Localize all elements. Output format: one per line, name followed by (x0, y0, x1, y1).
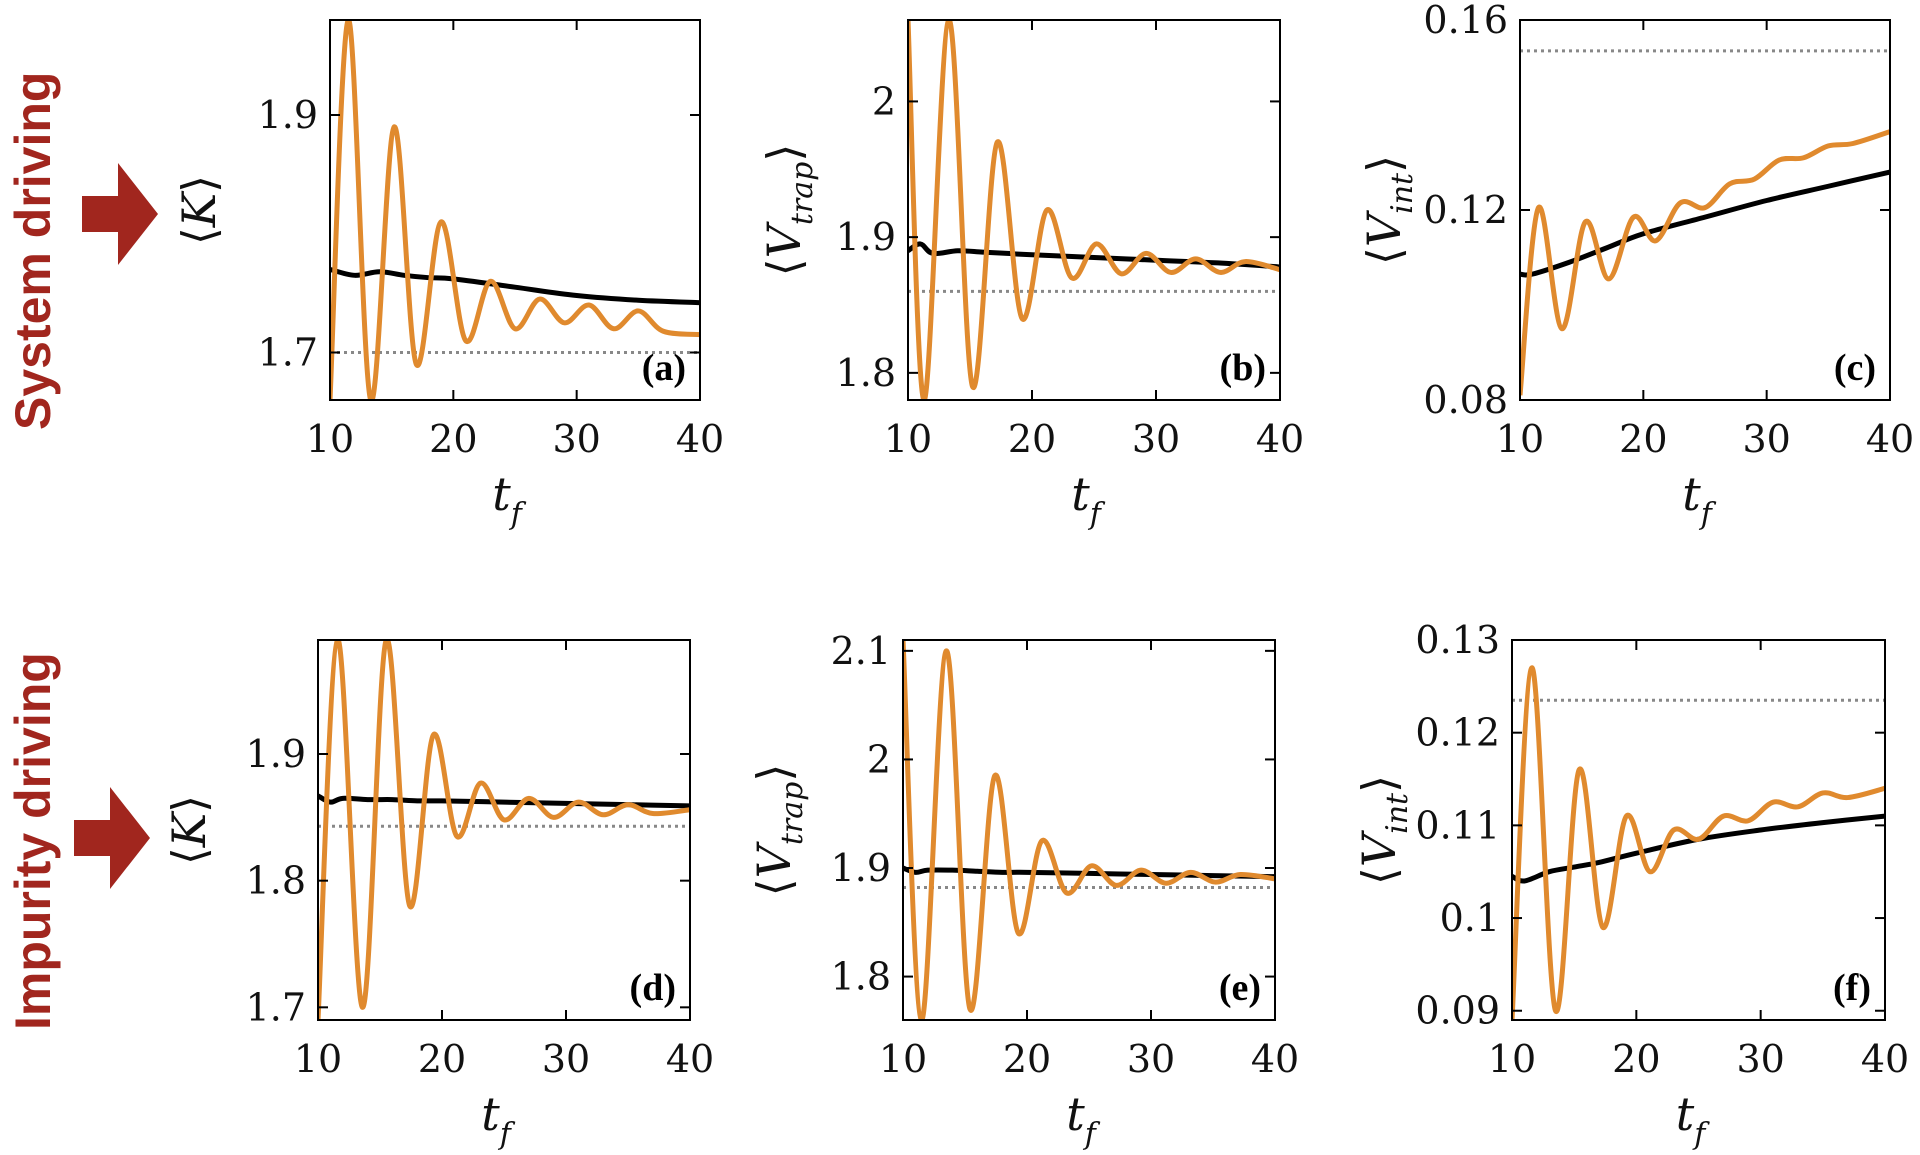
y-axis-label: ⟨Vtrap⟩ (757, 144, 820, 277)
plot-frame (907, 19, 1281, 401)
x-tick-label: 20 (1003, 1037, 1051, 1081)
chart-panel-3: 10 20 30 40 0.08 0.12 0.16 (c) tf ⟨Vint⟩ (1357, 0, 1914, 532)
y-tick-label: 1.8 (831, 955, 891, 999)
plot-frame (329, 19, 701, 401)
series-line-orange (330, 20, 700, 400)
y-tick-label: 1.9 (831, 846, 891, 890)
x-tick-label: 40 (1251, 1037, 1299, 1081)
series-line-orange (318, 640, 690, 1020)
y-tick-label: 1.9 (258, 93, 318, 137)
plot-frame (1511, 639, 1886, 1021)
y-axis-label: ⟨K⟩ (172, 175, 226, 245)
y-tick-label: 0.13 (1415, 618, 1500, 662)
x-tick-label: 10 (1488, 1037, 1536, 1081)
x-tick-label: 30 (1742, 417, 1790, 461)
y-tick-label: 0.16 (1423, 0, 1508, 42)
y-tick-label: 1.7 (258, 331, 318, 375)
x-tick-label: 40 (676, 417, 724, 461)
x-tick-label: 30 (542, 1037, 590, 1081)
y-tick-label: 1.8 (246, 859, 306, 903)
chart-panel-2: 10 20 30 40 1.8 1.9 2 (b) tf ⟨Vtrap⟩ (757, 19, 1304, 532)
x-tick-label: 30 (552, 417, 600, 461)
y-tick-label: 2.1 (831, 629, 891, 673)
y-tick-label: 0.08 (1423, 378, 1508, 422)
y-axis-label: ⟨Vint⟩ (1357, 155, 1420, 265)
panel-label: (c) (1834, 347, 1876, 389)
x-axis-label: tf (1066, 1087, 1101, 1152)
x-tick-label: 10 (306, 417, 354, 461)
series-line-orange (903, 640, 1275, 1020)
x-tick-label: 10 (884, 417, 932, 461)
series-line-black (1520, 169, 1890, 278)
y-tick-label: 1.9 (246, 732, 306, 776)
chart-panel-1: 10 20 30 40 1.7 1.9 (a) tf ⟨K⟩ (172, 19, 724, 532)
arrow-icon-row-2 (74, 787, 150, 889)
y-axis-label: ⟨Vint⟩ (1352, 775, 1415, 885)
x-tick-label: 40 (666, 1037, 714, 1081)
y-tick-label: 1.9 (836, 215, 896, 259)
x-tick-label: 20 (1619, 417, 1667, 461)
y-tick-label: 0.12 (1415, 711, 1500, 755)
x-tick-label: 30 (1736, 1037, 1784, 1081)
panels: 10 20 30 40 1.7 1.9 (a) tf ⟨K⟩ 10 20 30 40 1.8 1.9 2 (b)… (162, 0, 1914, 1152)
chart-panel-5: 10 20 30 40 1.8 1.9 2 2.1 (e) tf ⟨Vtrap⟩ (747, 629, 1299, 1152)
x-tick-label: 40 (1861, 1037, 1909, 1081)
x-axis-label: tf (481, 1087, 516, 1152)
panel-label: (b) (1220, 347, 1266, 389)
y-tick-label: 2 (867, 737, 891, 781)
series-line-orange (1520, 129, 1890, 396)
y-tick-label: 1.8 (836, 351, 896, 395)
x-axis-label: tf (1071, 467, 1106, 532)
row-label-system-driving: System driving (5, 72, 61, 430)
x-axis-label: tf (1676, 1087, 1711, 1152)
y-tick-label: 0.11 (1415, 803, 1500, 847)
y-tick-label: 0.1 (1440, 896, 1500, 940)
series-line-black (903, 865, 1275, 880)
y-axis-label: ⟨Vtrap⟩ (747, 764, 810, 897)
x-tick-label: 10 (1496, 417, 1544, 461)
x-tick-label: 10 (294, 1037, 342, 1081)
y-tick-label: 0.09 (1415, 989, 1500, 1033)
x-tick-label: 40 (1866, 417, 1914, 461)
panel-label: (a) (642, 347, 686, 389)
y-tick-label: 2 (872, 79, 896, 123)
x-tick-label: 10 (879, 1037, 927, 1081)
x-tick-label: 20 (1008, 417, 1056, 461)
x-tick-label: 30 (1132, 417, 1180, 461)
chart-panel-6: 10 20 30 40 0.09 0.1 0.11 0.12 0.13 (f) tf ⟨Vint⟩ (1352, 618, 1909, 1152)
x-axis-label: tf (492, 467, 527, 532)
x-tick-label: 20 (1612, 1037, 1660, 1081)
x-tick-label: 30 (1127, 1037, 1175, 1081)
chart-panel-4: 10 20 30 40 1.7 1.8 1.9 (d) tf ⟨K⟩ (162, 639, 714, 1152)
x-tick-label: 40 (1256, 417, 1304, 461)
row-label-impurity-driving: Impurity driving (5, 652, 61, 1030)
y-tick-label: 1.7 (246, 985, 306, 1029)
panel-label: (e) (1219, 967, 1261, 1009)
panel-label: (d) (630, 967, 676, 1009)
x-tick-label: 20 (429, 417, 477, 461)
x-axis-label: tf (1682, 467, 1717, 532)
series-line-black (330, 266, 700, 306)
series-line-orange (1512, 665, 1885, 1020)
series-line-orange (908, 20, 1280, 400)
y-tick-label: 0.12 (1423, 188, 1508, 232)
plot-frame (317, 639, 691, 1021)
x-tick-label: 20 (418, 1037, 466, 1081)
arrow-icon-row-1 (82, 163, 158, 265)
panel-label: (f) (1833, 967, 1871, 1009)
y-axis-label: ⟨K⟩ (162, 795, 216, 865)
series-line-black (908, 241, 1280, 270)
plot-frame (902, 639, 1276, 1021)
